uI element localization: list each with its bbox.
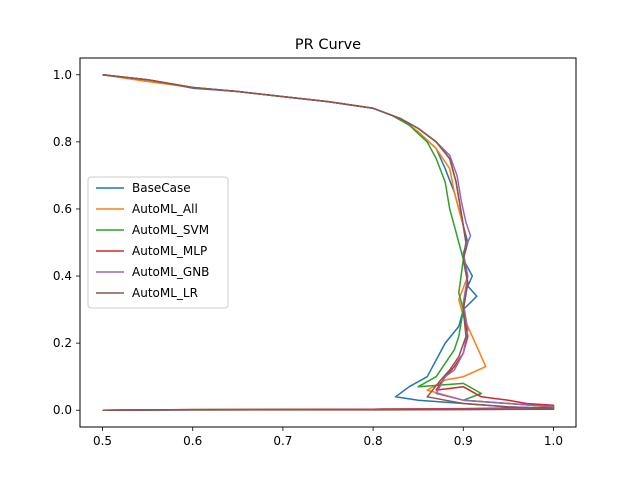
x-tick-label-0: 0.5 [93,434,112,448]
y-tick-label-1: 0.2 [53,336,72,350]
legend-label-5: AutoML_LR [132,286,198,300]
y-tick-label-3: 0.6 [53,202,72,216]
x-axis: 0.5 0.6 0.7 0.8 0.9 1.0 [93,427,563,448]
series-line-5 [102,74,555,411]
y-axis: 0.0 0.2 0.4 0.6 0.8 1.0 [53,68,80,417]
legend-label-4: AutoML_GNB [132,265,209,279]
x-tick-label-1: 0.6 [183,434,202,448]
y-tick-label-0: 0.0 [53,403,72,417]
x-tick-label-5: 1.0 [544,434,563,448]
legend: BaseCase AutoML_All AutoML_SVM AutoML_MLP Au… [87,176,229,309]
y-tick-label-4: 0.8 [53,135,72,149]
chart-title: PR Curve [295,37,361,53]
legend-label-0: BaseCase [132,181,191,195]
legend-label-3: AutoML_MLP [132,244,207,258]
x-tick-label-4: 0.9 [454,434,473,448]
legend-label-2: AutoML_SVM [132,223,209,237]
y-tick-label-5: 1.0 [53,68,72,82]
legend-label-1: AutoML_All [132,202,198,216]
plot-frame [79,57,577,428]
series-layer [102,74,555,411]
x-tick-label-2: 0.7 [273,434,292,448]
y-tick-label-2: 0.4 [53,269,72,283]
x-tick-label-3: 0.8 [364,434,383,448]
